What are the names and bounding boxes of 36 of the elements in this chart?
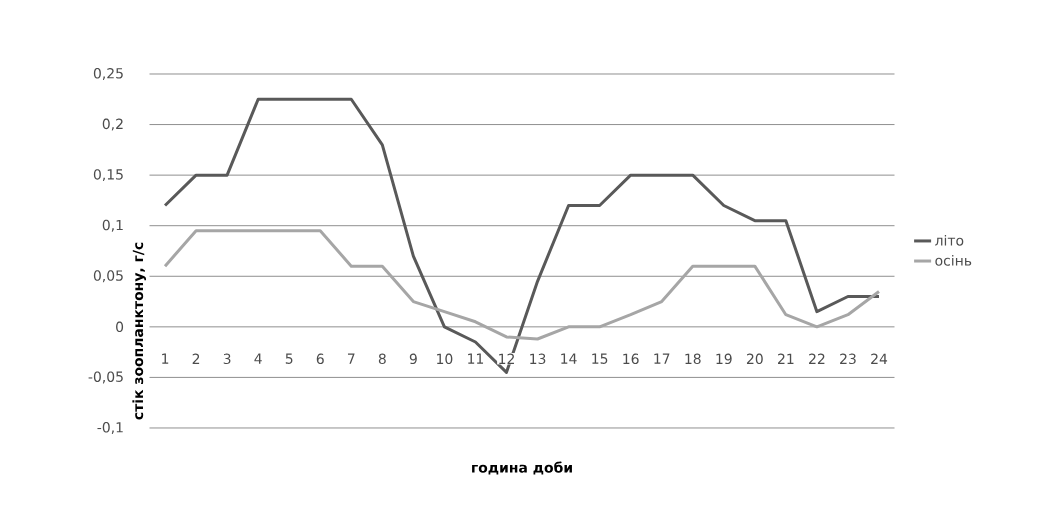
- x-tick-label: 4: [254, 353, 262, 364]
- x-tick-label: 9: [409, 353, 417, 365]
- x-tick-label: 17: [654, 353, 670, 364]
- y-axis-title: стік зоопланктону, г/с: [132, 242, 146, 420]
- legend-label: осінь: [935, 254, 972, 266]
- x-tick-label: 24: [871, 353, 888, 364]
- x-tick-label: 6: [316, 353, 324, 365]
- legend-label: літо: [935, 234, 964, 246]
- x-tick-label: 5: [285, 353, 293, 364]
- y-tick-label: 0,25: [93, 67, 123, 80]
- x-tick-label: 3: [223, 353, 231, 365]
- y-tick-label: 0: [116, 321, 124, 333]
- x-tick-label: 1: [162, 353, 169, 364]
- x-tick-label: 11: [468, 353, 484, 364]
- x-tick-label: 15: [592, 353, 608, 364]
- y-tick-label: 0,05: [93, 270, 123, 283]
- x-axis-title: година доби: [472, 461, 572, 475]
- x-tick-label: 13: [530, 353, 546, 365]
- x-tick-label: 10: [437, 353, 453, 365]
- x-tick-label: 22: [809, 353, 825, 364]
- x-tick-label: 18: [685, 353, 701, 365]
- y-tick-label: 0,2: [102, 118, 123, 131]
- x-tick-label: 21: [778, 353, 794, 364]
- x-tick-label: 20: [746, 353, 763, 365]
- y-tick-label: 0,1: [102, 219, 123, 232]
- y-tick-label: -0,05: [88, 371, 123, 384]
- x-tick-label: 8: [378, 353, 386, 365]
- x-tick-label: 14: [561, 353, 577, 364]
- x-tick-label: 12: [499, 353, 514, 364]
- x-tick-label: 2: [192, 353, 200, 364]
- x-tick-label: 19: [716, 353, 732, 365]
- y-tick-label: -0,1: [97, 421, 123, 434]
- x-tick-label: 7: [347, 353, 355, 364]
- y-tick-label: 0,15: [93, 169, 123, 182]
- x-tick-label: 23: [840, 353, 856, 365]
- x-tick-label: 16: [623, 353, 639, 365]
